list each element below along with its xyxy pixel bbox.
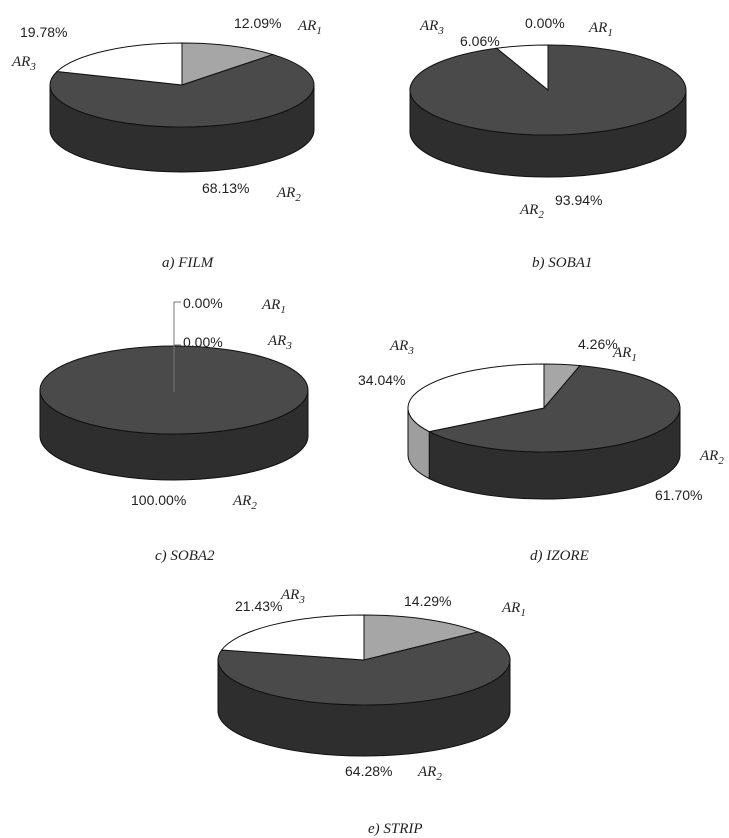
data-label-5-ar2: 64.28% (345, 763, 392, 779)
chart-caption-2: b) SOBA1 (532, 255, 592, 271)
series-label-3-ar3: AR3 (267, 333, 292, 352)
data-label-3-ar2: 100.00% (131, 492, 186, 508)
pie-slice-4-ar2 (427, 365, 681, 453)
pie-slice-1-ar2 (49, 54, 315, 128)
series-label-3-ar2: AR2 (232, 493, 257, 512)
series-label-1-ar3: AR3 (11, 54, 36, 73)
chart-caption-3: c) SOBA2 (155, 548, 215, 564)
data-label-1-ar3: 19.78% (20, 24, 67, 40)
data-label-3-ar1: 0.00% (183, 295, 223, 311)
pie-slice-2-ar3 (495, 44, 549, 92)
data-label-1-ar1: 12.09% (234, 15, 281, 31)
pie-slice-5-ar1 (363, 614, 480, 661)
data-label-5-ar1: 14.29% (404, 593, 451, 609)
pie-chart-5: 14.29% AR1 21.43%AR3 64.28% AR2 e) STRIP (217, 587, 526, 837)
series-label-5-ar2: AR2 (417, 764, 442, 783)
series-label-2-ar1: AR1 (588, 20, 613, 39)
series-label-5-ar3: AR3 (280, 587, 305, 606)
chart-caption-1: a) FILM (162, 255, 215, 271)
series-label-4-ar2: AR2 (699, 448, 724, 467)
pie-slice-1-ar1 (181, 42, 275, 86)
series-label-2-ar3: AR3 (419, 18, 444, 37)
series-label-1-ar2: AR2 (276, 185, 301, 204)
chart-caption-5: e) STRIP (368, 821, 423, 837)
chart-caption-4: d) IZORE (530, 548, 589, 564)
series-label-3-ar1: AR1 (261, 297, 286, 316)
pie-chart-2: 0.00% AR1 6.06% AR3 93.94% AR2 b) SOBA1 (409, 15, 687, 271)
data-label-4-ar3: 34.04% (358, 372, 405, 388)
series-label-4-ar1: AR1 (612, 345, 637, 364)
data-label-1-ar2: 68.13% (202, 180, 249, 196)
pie-slice-5-ar3 (220, 614, 365, 661)
data-label-2-ar2: 93.94% (555, 192, 602, 208)
series-label-2-ar2: AR2 (519, 202, 544, 221)
series-label-5-ar1: AR1 (501, 600, 526, 619)
pie-slice-1-ar3 (55, 42, 183, 86)
pie-slice-4-ar3 (407, 363, 545, 433)
data-label-2-ar3: 6.06% (460, 33, 500, 49)
series-label-4-ar3: AR3 (389, 338, 414, 357)
leader-line-c-ar1 (173, 301, 181, 392)
series-label-1-ar1: AR1 (297, 18, 322, 37)
data-label-5-ar3: 21.43% (235, 598, 282, 614)
data-label-4-ar1: 4.26% (578, 336, 618, 352)
pie-slice-5-ar2 (217, 631, 511, 706)
data-label-2-ar1: 0.00% (525, 15, 565, 31)
data-label-4-ar2: 61.70% (655, 487, 702, 503)
pie-chart-4: 4.26%AR1 34.04% AR3 61.70% AR2 d) IZORE (358, 336, 724, 564)
pie-chart-1: 12.09% AR1 19.78% AR3 68.13% AR2 a) FILM (11, 15, 322, 271)
leader-lines (173, 301, 181, 392)
data-label-3-ar3: 0.00% (183, 334, 223, 350)
